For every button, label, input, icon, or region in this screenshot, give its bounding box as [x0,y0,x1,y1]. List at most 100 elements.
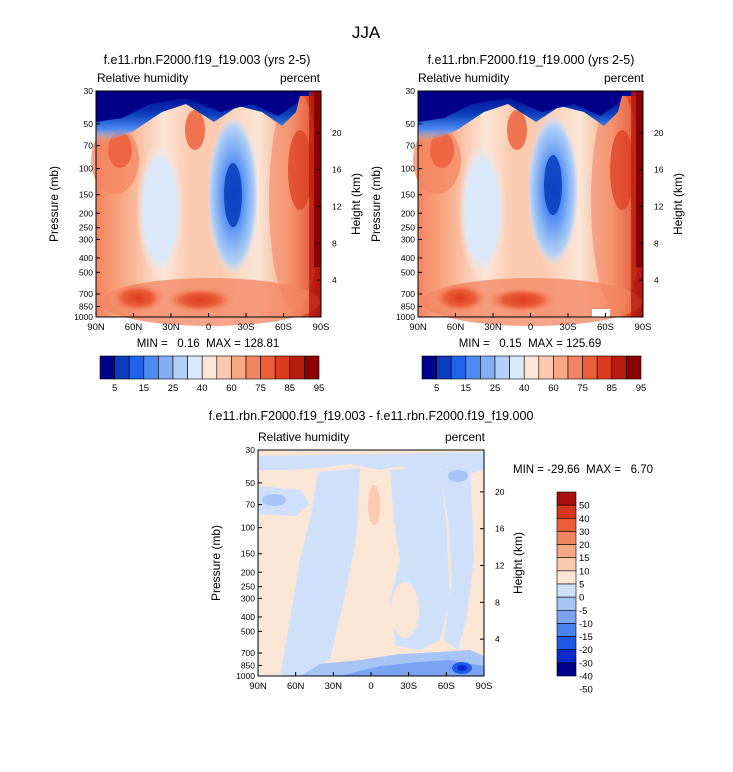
panel-right-colorbar-swatch [509,355,525,380]
panel-right-ytick-label: 30 [406,86,416,96]
panel-right-colorbar-swatch [596,355,613,380]
panel-left-xtick-label: 30N [162,322,180,333]
panel-diff-colorbar-swatch [556,596,577,611]
panel-diff-ytick-label: 70 [246,500,256,510]
panel-right-colorbar-swatch [465,355,481,380]
panel-diff-ytick-label: 50 [246,478,256,488]
panel-diff-colorbar-label: 10 [579,566,590,577]
panel-right-colorbar-label: 95 [636,383,647,394]
panel-diff-colorbar-label: -15 [579,632,593,643]
panel-diff-colorbar-label: -40 [579,672,593,683]
panel-left-xtick-label: 90N [87,322,105,333]
panel-left-ytick-label: 850 [79,302,93,312]
panel-left-ytick-label: 200 [79,208,93,218]
panel-left-colorbar-label: 5 [112,383,117,394]
panel-diff-colorbar-swatch [556,649,577,664]
panel-diff-xtick-label: 60S [438,681,455,692]
panel-right-colorbar-swatch [523,355,540,380]
panel-right: f.e11.rbn.F2000.f19_f19.000 (yrs 2-5) Re… [369,53,685,394]
panel-diff-title: f.e11.rbn.F2000.f19_f19.003 - f.e11.rbn.… [209,409,534,423]
panel-right-units-label: percent [604,71,645,85]
panel-diff-colorbar-swatch [556,636,577,651]
panel-diff-colorbar-label: 20 [579,540,590,551]
panel-left-colorbar-swatch [231,355,247,380]
panel-diff-colorbar-label: 0 [579,593,584,604]
panel-left-ytick-label: 500 [79,267,93,277]
panel-right-ytick-right-label: 20 [654,128,664,138]
panel-right-colorbar-swatch [567,355,583,380]
panel-diff-colorbar-label: 5 [579,580,584,591]
panel-right-ytick-right-label: 12 [654,202,664,212]
panel-left-colorbar-label: 60 [226,383,237,394]
panel-right-colorbar-label: 75 [577,383,588,394]
panel-right-ytick-label: 50 [406,119,416,129]
panel-diff-ytick-label: 700 [241,648,255,658]
panel-left-colorbar-swatch [216,355,232,380]
panel-right-ytick-label: 150 [401,190,415,200]
panel-left-title: f.e11.rbn.F2000.f19_f19.003 (yrs 2-5) [104,53,311,67]
panel-diff-ytick-right-label: 16 [495,524,505,534]
panel-left-ytick-right-label: 12 [332,202,342,212]
panel-left-ytick-label: 1000 [74,312,93,322]
panel-left-colorbar-swatch [289,355,305,380]
figure-title: JJA [352,23,381,42]
panel-right-ytick-label: 100 [401,164,415,174]
panel-diff-ytick-label: 500 [241,626,255,636]
panel-right-colorbar-swatch [494,355,510,380]
panel-left-colorbar-swatch [187,355,203,380]
panel-left-ytick-label: 100 [79,164,93,174]
panel-left-xtick-label: 60S [275,322,292,333]
panel-right-ytick-label: 250 [401,223,415,233]
panel-right-ylabel: Pressure (mb) [369,166,383,242]
panel-diff-colorbar-label: -20 [579,645,593,656]
panel-right-colorbar-swatch [553,355,569,380]
panel-diff-colorbar-swatch [556,623,577,637]
panel-diff-colorbar-label: -5 [579,606,587,617]
panel-right-xtick-label: 60N [447,322,465,333]
panel-right-ylabel-right: Height (km) [671,173,685,235]
panel-left-colorbar-label: 25 [168,383,179,394]
panel-left-colorbar-swatch [128,355,145,380]
panel-right-colorbar-label: 40 [519,383,530,394]
panel-diff-ytick-right-label: 8 [495,597,500,607]
panel-left-xtick-label: 60N [125,322,143,333]
panel-right-ytick-label: 70 [406,141,416,151]
panel-diff-colorbar-swatch [556,544,577,559]
panel-right-ytick-label: 1000 [396,312,415,322]
panel-diff-ytick-label: 1000 [236,671,255,681]
panel-left-ytick-label: 150 [79,190,93,200]
panel-left-colorbar-label: 75 [255,383,266,394]
panel-right-ytick-label: 400 [401,253,415,263]
panel-diff-colorbar-label: -30 [579,658,593,669]
panel-diff-colorbar-swatch [556,662,577,677]
panel-right-xtick-label: 0 [528,322,533,333]
panel-left-colorbar-swatch [304,355,320,380]
panel-diff-colorbar-label: 50 [579,501,590,512]
panel-diff-ytick-label: 150 [241,549,255,559]
panel-left-colorbar-swatch [274,355,291,380]
panel-right-xtick-label: 30N [484,322,502,333]
panel-diff-ytick-label: 400 [241,612,255,622]
panel-diff-xtick-label: 0 [368,681,373,692]
panel-diff-ytick-label: 100 [241,523,255,533]
panel-right-colorbar-swatch [538,355,554,380]
panel-diff-variable-label: Relative humidity [258,430,349,444]
panel-left-ytick-right-label: 20 [332,128,342,138]
panel-left-ytick-label: 30 [84,86,94,96]
panel-left-ytick-right-label: 16 [332,165,342,175]
panel-left-colorbar-swatch [99,355,115,380]
panel-right-colorbar-swatch [626,355,642,380]
panel-left-xtick-label: 30S [238,322,255,333]
panel-left-colorbar-swatch [172,355,188,380]
panel-left-colorbar-label: 95 [314,383,325,394]
panel-diff-colorbar-swatch [556,557,577,572]
panel-left: f.e11.rbn.F2000.f19_f19.003 (yrs 2-5) Re… [47,53,363,394]
panel-diff-colorbar-label: -50 [579,685,593,696]
panel-left-colorbar-label: 15 [139,383,150,394]
panel-right-colorbar-label: 85 [607,383,618,394]
panel-right-ytick-label: 700 [401,289,415,299]
panel-right-colorbar-label: 15 [461,383,472,394]
panel-right-title: f.e11.rbn.F2000.f19_f19.000 (yrs 2-5) [428,53,635,67]
panel-diff-ytick-label: 250 [241,582,255,592]
